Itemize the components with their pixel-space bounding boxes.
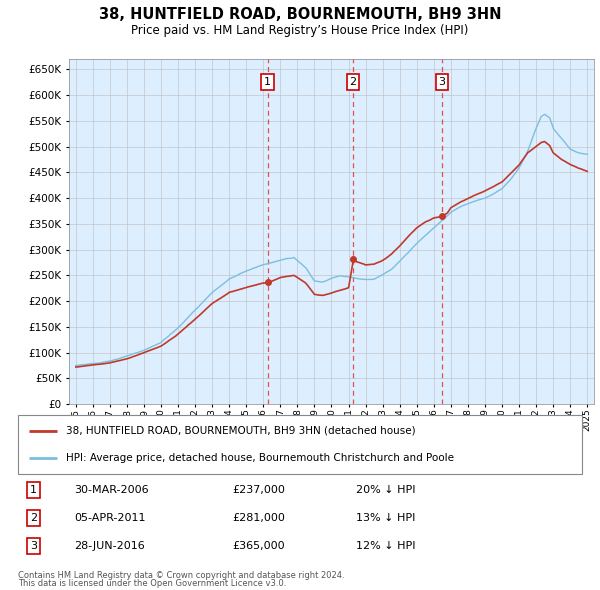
Text: £281,000: £281,000 (232, 513, 285, 523)
Text: 2: 2 (30, 513, 37, 523)
Text: 38, HUNTFIELD ROAD, BOURNEMOUTH, BH9 3HN (detached house): 38, HUNTFIELD ROAD, BOURNEMOUTH, BH9 3HN… (66, 426, 416, 435)
Text: This data is licensed under the Open Government Licence v3.0.: This data is licensed under the Open Gov… (18, 579, 286, 588)
Text: 28-JUN-2016: 28-JUN-2016 (74, 541, 145, 551)
Text: 38, HUNTFIELD ROAD, BOURNEMOUTH, BH9 3HN: 38, HUNTFIELD ROAD, BOURNEMOUTH, BH9 3HN (99, 7, 501, 22)
Text: 05-APR-2011: 05-APR-2011 (74, 513, 146, 523)
Text: 1: 1 (30, 485, 37, 495)
Text: 2: 2 (350, 77, 357, 87)
Text: Price paid vs. HM Land Registry’s House Price Index (HPI): Price paid vs. HM Land Registry’s House … (131, 24, 469, 37)
Text: HPI: Average price, detached house, Bournemouth Christchurch and Poole: HPI: Average price, detached house, Bour… (66, 453, 454, 463)
Text: 3: 3 (439, 77, 446, 87)
Text: 20% ↓ HPI: 20% ↓ HPI (356, 485, 416, 495)
Text: £365,000: £365,000 (232, 541, 285, 551)
Text: 30-MAR-2006: 30-MAR-2006 (74, 485, 149, 495)
FancyBboxPatch shape (18, 415, 582, 474)
Text: 3: 3 (30, 541, 37, 551)
Text: 13% ↓ HPI: 13% ↓ HPI (356, 513, 416, 523)
Text: 1: 1 (264, 77, 271, 87)
Text: Contains HM Land Registry data © Crown copyright and database right 2024.: Contains HM Land Registry data © Crown c… (18, 571, 344, 579)
Text: 12% ↓ HPI: 12% ↓ HPI (356, 541, 416, 551)
Text: £237,000: £237,000 (232, 485, 285, 495)
